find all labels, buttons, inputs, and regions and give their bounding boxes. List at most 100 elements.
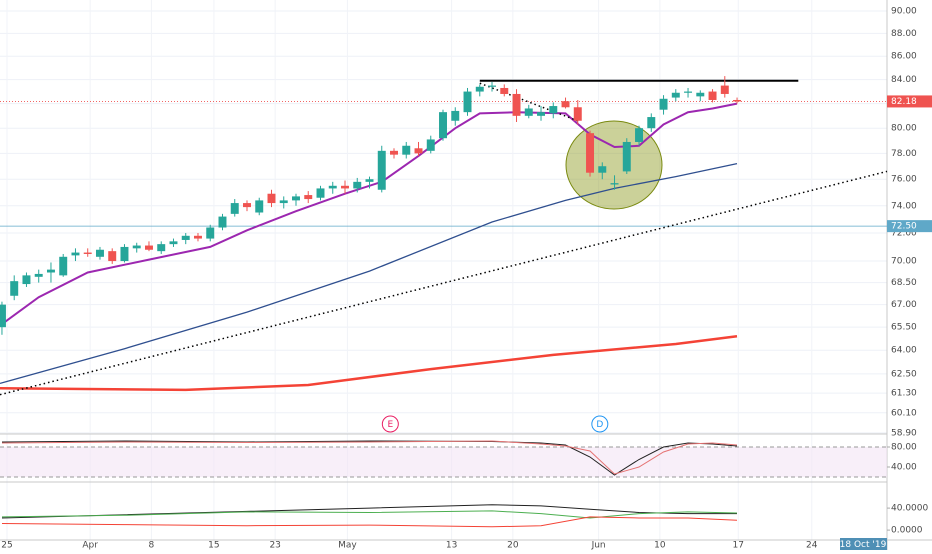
candle-body xyxy=(267,193,276,204)
indicator-line xyxy=(0,335,738,392)
indicator-line xyxy=(1,510,738,519)
candle-body xyxy=(218,216,227,228)
candle-body xyxy=(243,203,251,208)
candle-body xyxy=(132,245,141,249)
indicator-line xyxy=(1,440,738,475)
candle-body xyxy=(83,252,92,254)
candle-body xyxy=(365,179,374,182)
x-tick-label: Apr xyxy=(82,541,98,551)
candle-body xyxy=(659,98,668,110)
candle-body xyxy=(181,235,190,240)
candle-body xyxy=(292,196,300,201)
y-tick-label: 60.10 xyxy=(891,408,917,418)
candle-body xyxy=(120,246,129,262)
band-fill xyxy=(0,447,887,477)
y-tick-label: 0.0000 xyxy=(891,526,923,536)
candle-body xyxy=(573,107,582,121)
candle-body xyxy=(108,251,117,262)
candle-body xyxy=(206,227,215,239)
x-tick-label: 10 xyxy=(654,541,666,551)
candle-body xyxy=(708,91,717,100)
y-tick-label: 65.50 xyxy=(891,323,917,333)
indicator-line xyxy=(1,102,738,325)
event-marker xyxy=(591,415,609,433)
candle-body xyxy=(328,185,337,189)
candle-body xyxy=(402,145,411,155)
y-tick-label: 76.00 xyxy=(891,175,917,185)
candle-body xyxy=(586,133,595,173)
candle-body xyxy=(488,85,496,87)
y-tick-label: 64.00 xyxy=(891,346,917,356)
candle-body xyxy=(500,87,509,94)
y-tick-label: 80.00 xyxy=(891,443,917,453)
y-tick-label: 80.00 xyxy=(891,124,917,134)
candle-body xyxy=(22,275,31,285)
candle-body xyxy=(230,203,239,214)
candle-body xyxy=(341,185,349,189)
candle-body xyxy=(475,86,484,92)
candle-body xyxy=(451,110,460,121)
price-label: 72.50 xyxy=(891,222,917,232)
candle-body xyxy=(598,166,607,173)
event-marker xyxy=(381,415,399,433)
y-tick-label: 67.00 xyxy=(891,300,917,310)
y-tick-label: 72.00 xyxy=(891,229,917,239)
event-label: E xyxy=(387,420,393,430)
candle-body xyxy=(647,117,656,129)
x-tick-label: 8 xyxy=(149,541,155,551)
candle-body xyxy=(549,106,558,114)
x-tick-label: 13 xyxy=(446,541,457,551)
candle-body xyxy=(194,235,202,239)
candle-body xyxy=(684,91,693,93)
y-tick-label: 62.50 xyxy=(891,369,917,379)
candle-body xyxy=(279,200,288,204)
candle-body xyxy=(46,269,55,273)
candle-body xyxy=(59,256,68,276)
candle-body xyxy=(10,281,19,296)
candle-body xyxy=(426,139,435,151)
y-tick-label: 90.00 xyxy=(891,6,917,16)
cursor-date: 18 Oct '19 xyxy=(840,540,887,550)
indicator-line xyxy=(1,440,738,476)
candle-body xyxy=(537,112,546,116)
candle-body xyxy=(390,150,398,155)
candle-body xyxy=(635,128,644,142)
x-tick-label: 20 xyxy=(507,541,519,551)
candle-body xyxy=(304,195,313,200)
y-tick-label: 40.0000 xyxy=(891,504,928,514)
x-tick-label: May xyxy=(338,541,357,551)
x-tick-label: 17 xyxy=(733,541,744,551)
candle-body xyxy=(720,85,729,94)
candle-body xyxy=(622,141,631,172)
price-label: 82.18 xyxy=(891,97,917,107)
y-tick-label: 78.00 xyxy=(891,149,917,159)
candle-body xyxy=(463,91,472,113)
candle-body xyxy=(512,93,521,116)
candle-body xyxy=(95,249,104,257)
candle-body xyxy=(671,92,680,98)
y-tick-label: 84.00 xyxy=(891,75,917,85)
y-tick-label: 61.30 xyxy=(891,389,917,399)
candle-body xyxy=(524,108,533,116)
x-tick-label: 24 xyxy=(806,541,818,551)
candle-body xyxy=(561,101,570,108)
candle-body xyxy=(377,150,386,190)
indicator-line xyxy=(1,516,738,528)
x-tick-label: Jun xyxy=(591,541,606,551)
x-tick-label: 15 xyxy=(208,541,219,551)
candle-body xyxy=(353,181,362,189)
candle-body xyxy=(34,273,43,277)
candle-body xyxy=(610,183,619,185)
x-tick-label: 25 xyxy=(1,541,12,551)
y-tick-label: 58.90 xyxy=(891,428,917,438)
y-tick-label: 40.00 xyxy=(891,463,917,473)
indicator-line xyxy=(0,162,738,385)
candle-body xyxy=(255,200,264,213)
candle-body xyxy=(169,241,178,245)
event-label: D xyxy=(596,420,603,430)
price-label-box xyxy=(887,95,932,108)
candle-body xyxy=(0,304,6,328)
candle-body xyxy=(696,92,705,97)
candle-body xyxy=(316,188,325,198)
